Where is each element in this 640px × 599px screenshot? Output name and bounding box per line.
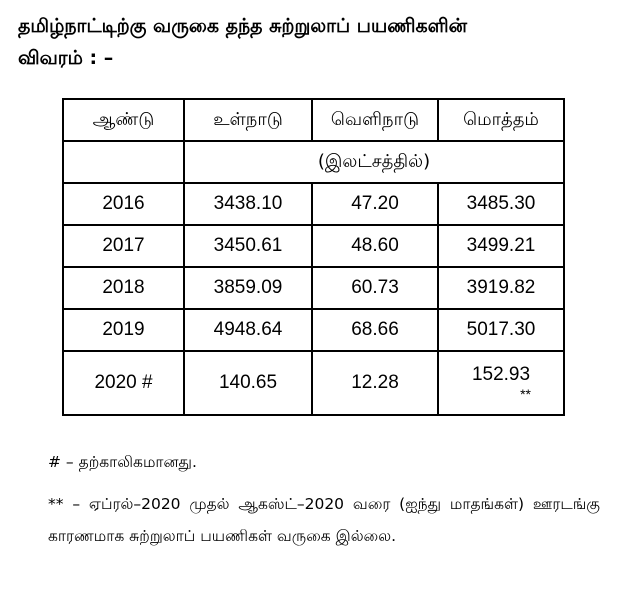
cell-foreign: 47.20 [311,182,439,226]
table-row: 2018 3859.09 60.73 3919.82 [62,266,565,310]
footnote-mark: ** [520,386,531,402]
cell-foreign: 68.66 [311,308,439,352]
page-heading: தமிழ்நாட்டிற்கு வருகை தந்த சுற்றுலாப் பய… [18,10,618,74]
header-foreign: வெளிநாடு [311,98,439,142]
heading-line-2: விவரம் : – [18,47,114,69]
cell-domestic: 3450.61 [183,224,313,268]
cell-total: 152.93 [471,364,531,385]
heading-line-1: தமிழ்நாட்டிற்கு வருகை தந்த சுற்றுலாப் பய… [18,15,468,37]
table-row: 2020 # 140.65 12.28 152.93 ** [62,350,565,416]
cell-domestic: 3438.10 [183,182,313,226]
header-domestic: உள்நாடு [183,98,313,142]
cell-total: 3499.21 [437,224,565,268]
header-total: மொத்தம் [437,98,565,142]
table-row: 2019 4948.64 68.66 5017.30 [62,308,565,352]
cell-total: 5017.30 [437,308,565,352]
unit-label: (இலட்சத்தில்) [183,140,565,184]
cell-domestic: 4948.64 [183,308,313,352]
table-row: 2017 3450.61 48.60 3499.21 [62,224,565,268]
cell-year: 2016 [62,182,185,226]
cell-domestic: 140.65 [183,350,313,416]
tourist-arrivals-table: ஆண்டு உள்நாடு வெளிநாடு மொத்தம் (இலட்சத்த… [62,98,565,416]
cell-year: 2018 [62,266,185,310]
cell-foreign: 60.73 [311,266,439,310]
cell-domestic: 3859.09 [183,266,313,310]
cell-total-with-mark: 152.93 ** [437,350,565,416]
unit-empty-cell [62,140,185,184]
cell-year: 2017 [62,224,185,268]
cell-year: 2019 [62,308,185,352]
cell-total: 3485.30 [437,182,565,226]
cell-foreign: 48.60 [311,224,439,268]
note-provisional: # – தற்காலிகமானது. [48,453,197,471]
header-year: ஆண்டு [62,98,185,142]
cell-foreign: 12.28 [311,350,439,416]
cell-year: 2020 # [62,350,185,416]
table-row: 2016 3438.10 47.20 3485.30 [62,182,565,226]
table-header-row: ஆண்டு உள்நாடு வெளிநாடு மொத்தம் [62,98,565,142]
cell-total: 3919.82 [437,266,565,310]
note-lockdown: ** – ஏப்ரல்–2020 முதல் ஆகஸ்ட்–2020 வரை (… [48,495,600,545]
table-unit-row: (இலட்சத்தில்) [62,140,565,184]
